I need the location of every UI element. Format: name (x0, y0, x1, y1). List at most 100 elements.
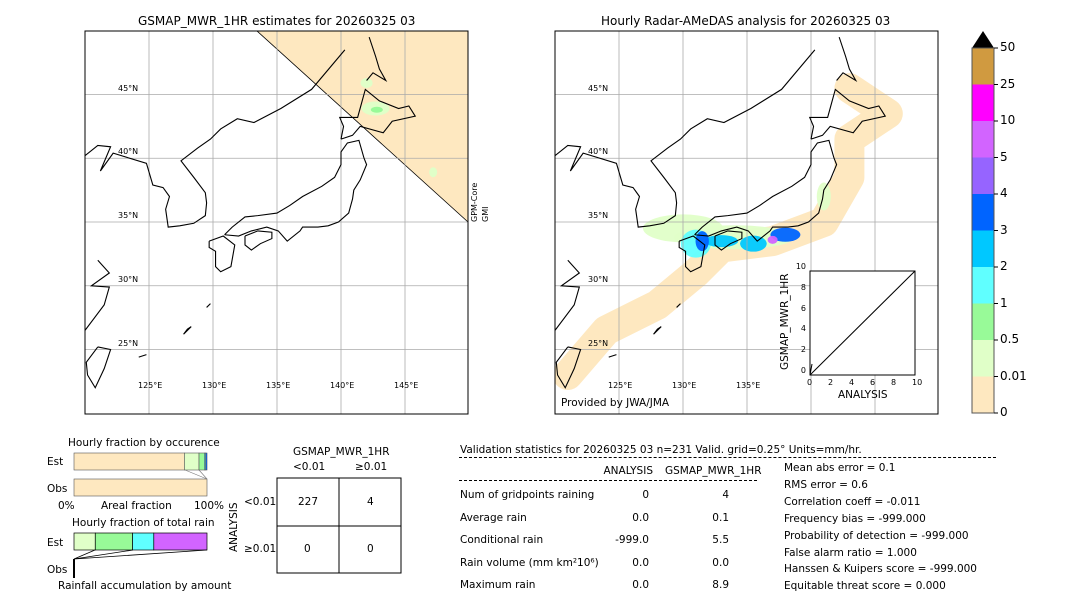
lat-label: 45°N (118, 83, 139, 93)
cell-tn: 227 (298, 496, 319, 508)
credit-label: Provided by JWA/JMA (561, 397, 670, 409)
coastline (138, 354, 147, 358)
y-tick-label: 6 (800, 303, 806, 313)
stat-analysis: 0.0 (632, 511, 649, 524)
rain-est-segment (132, 532, 155, 551)
occurrence-est-segment (73, 452, 185, 471)
lat-label: 25°N (588, 338, 609, 348)
rain-area (360, 78, 373, 89)
rain-area (370, 106, 383, 113)
x-tick-label: 4 (849, 378, 855, 387)
x-tick-label: 8 (891, 378, 897, 387)
rain-est-segment (94, 532, 133, 551)
coastline (206, 303, 211, 308)
colorbar-extend-arrow (972, 31, 994, 48)
score-line: Probability of detection = -999.000 (784, 529, 969, 542)
coastline (366, 36, 388, 83)
lat-label: 45°N (588, 83, 609, 93)
stat-label: Average rain (460, 511, 527, 524)
lon-label: 145°E (394, 381, 419, 390)
colorbar-tick-label: 0.5 (1000, 332, 1020, 346)
sensor-label-2: GMI (481, 206, 490, 222)
coastline (555, 346, 582, 389)
stat-gsmap: 8.9 (712, 579, 729, 591)
right-map (554, 30, 939, 415)
colorbar-tick-label: 25 (1000, 76, 1016, 91)
occ-x1: 100% (194, 500, 225, 512)
rain-est-label: Est (47, 537, 64, 549)
stat-analysis: 0 (642, 489, 649, 501)
coastline (694, 139, 838, 242)
colorbar-tick-label: 4 (1000, 186, 1008, 200)
contingency-col-0: <0.01 (293, 461, 326, 473)
x-tick-label: 10 (912, 378, 923, 387)
rain-area (740, 235, 767, 252)
coastline (85, 49, 346, 228)
rain-area (816, 182, 831, 211)
lon-label: 135°E (266, 381, 291, 390)
stat-label: Num of gridpoints raining (460, 489, 595, 501)
occurrence-est-segment (198, 452, 205, 471)
contingency-row-1: ≥0.01 (244, 543, 277, 555)
contingency-row-0: <0.01 (244, 496, 277, 508)
map-content (555, 31, 938, 414)
coastline (676, 303, 681, 308)
stat-analysis: 0.0 (632, 579, 649, 591)
colorbar-segment (972, 230, 994, 267)
lat-label: 40°N (118, 147, 139, 157)
occ-obs-label: Obs (47, 483, 68, 495)
cell-fn: 0 (304, 543, 311, 555)
coastline (244, 230, 273, 251)
score-line: Correlation coeff = -0.011 (784, 495, 921, 508)
rain-xlabel: Rainfall accumulation by amount (58, 580, 232, 592)
cell-tp: 0 (367, 543, 374, 555)
colorbar-tick-label: 3 (1000, 222, 1008, 237)
coastline (224, 139, 368, 242)
x-tick-label: 0 (807, 378, 813, 387)
score-line: False alarm ratio = 1.000 (784, 546, 917, 559)
contingency-row-title: ANALYSIS (228, 502, 240, 552)
stat-gsmap: 5.5 (712, 534, 729, 546)
lon-label: 135°E (736, 381, 761, 390)
occ-est-label: Est (47, 456, 64, 468)
stats-col2: GSMAP_MWR_1HR (665, 465, 762, 477)
connector (184, 469, 208, 480)
x-tick-label: 6 (870, 378, 876, 387)
y-tick-label: 8 (800, 282, 806, 292)
colorbar-segment (972, 157, 994, 194)
colorbar-segment (972, 340, 994, 377)
stats-header: Validation statistics for 20260325 03 n=… (460, 444, 862, 456)
occurrence-est-segment (205, 452, 208, 471)
lat-label: 35°N (588, 211, 609, 220)
inset-xlabel: ANALYSIS (838, 389, 888, 401)
lon-label: 125°E (138, 381, 163, 390)
x-tick-label: 2 (828, 378, 834, 387)
inset-ylabel: GSMAP_MWR_1HR (779, 273, 791, 370)
contingency-col-1: ≥0.01 (355, 461, 388, 473)
sensor-label: GPM-Core (470, 182, 479, 222)
score-line: Frequency bias = -999.000 (784, 512, 926, 525)
map-frame (554, 30, 939, 415)
score-line: RMS error = 0.6 (784, 478, 868, 491)
contingency-col-title: GSMAP_MWR_1HR (293, 446, 390, 458)
rain-area (429, 167, 438, 178)
stat-gsmap: 0.1 (712, 511, 729, 524)
stat-label: Rain volume (mm km²10⁶) (460, 556, 599, 569)
stat-analysis: 0.0 (632, 556, 649, 569)
coastline (836, 36, 858, 83)
coastline (808, 88, 887, 140)
colorbar-segment (972, 84, 994, 121)
occurrence-est-segment (184, 452, 200, 471)
stat-gsmap: 0.0 (712, 556, 729, 569)
coastline (183, 326, 192, 335)
rain-est-segment (73, 532, 96, 551)
stat-label: Conditional rain (460, 534, 544, 546)
lon-label: 130°E (202, 381, 227, 390)
colorbar-tick-label: 1 (1000, 295, 1008, 310)
stat-label: Maximum rain (460, 579, 536, 591)
stat-analysis: -999.0 (615, 534, 649, 546)
occurrence-title: Hourly fraction by occurence (68, 437, 220, 449)
y-tick-label: 0 (800, 366, 806, 375)
occ-xlabel: Areal fraction (101, 500, 172, 512)
